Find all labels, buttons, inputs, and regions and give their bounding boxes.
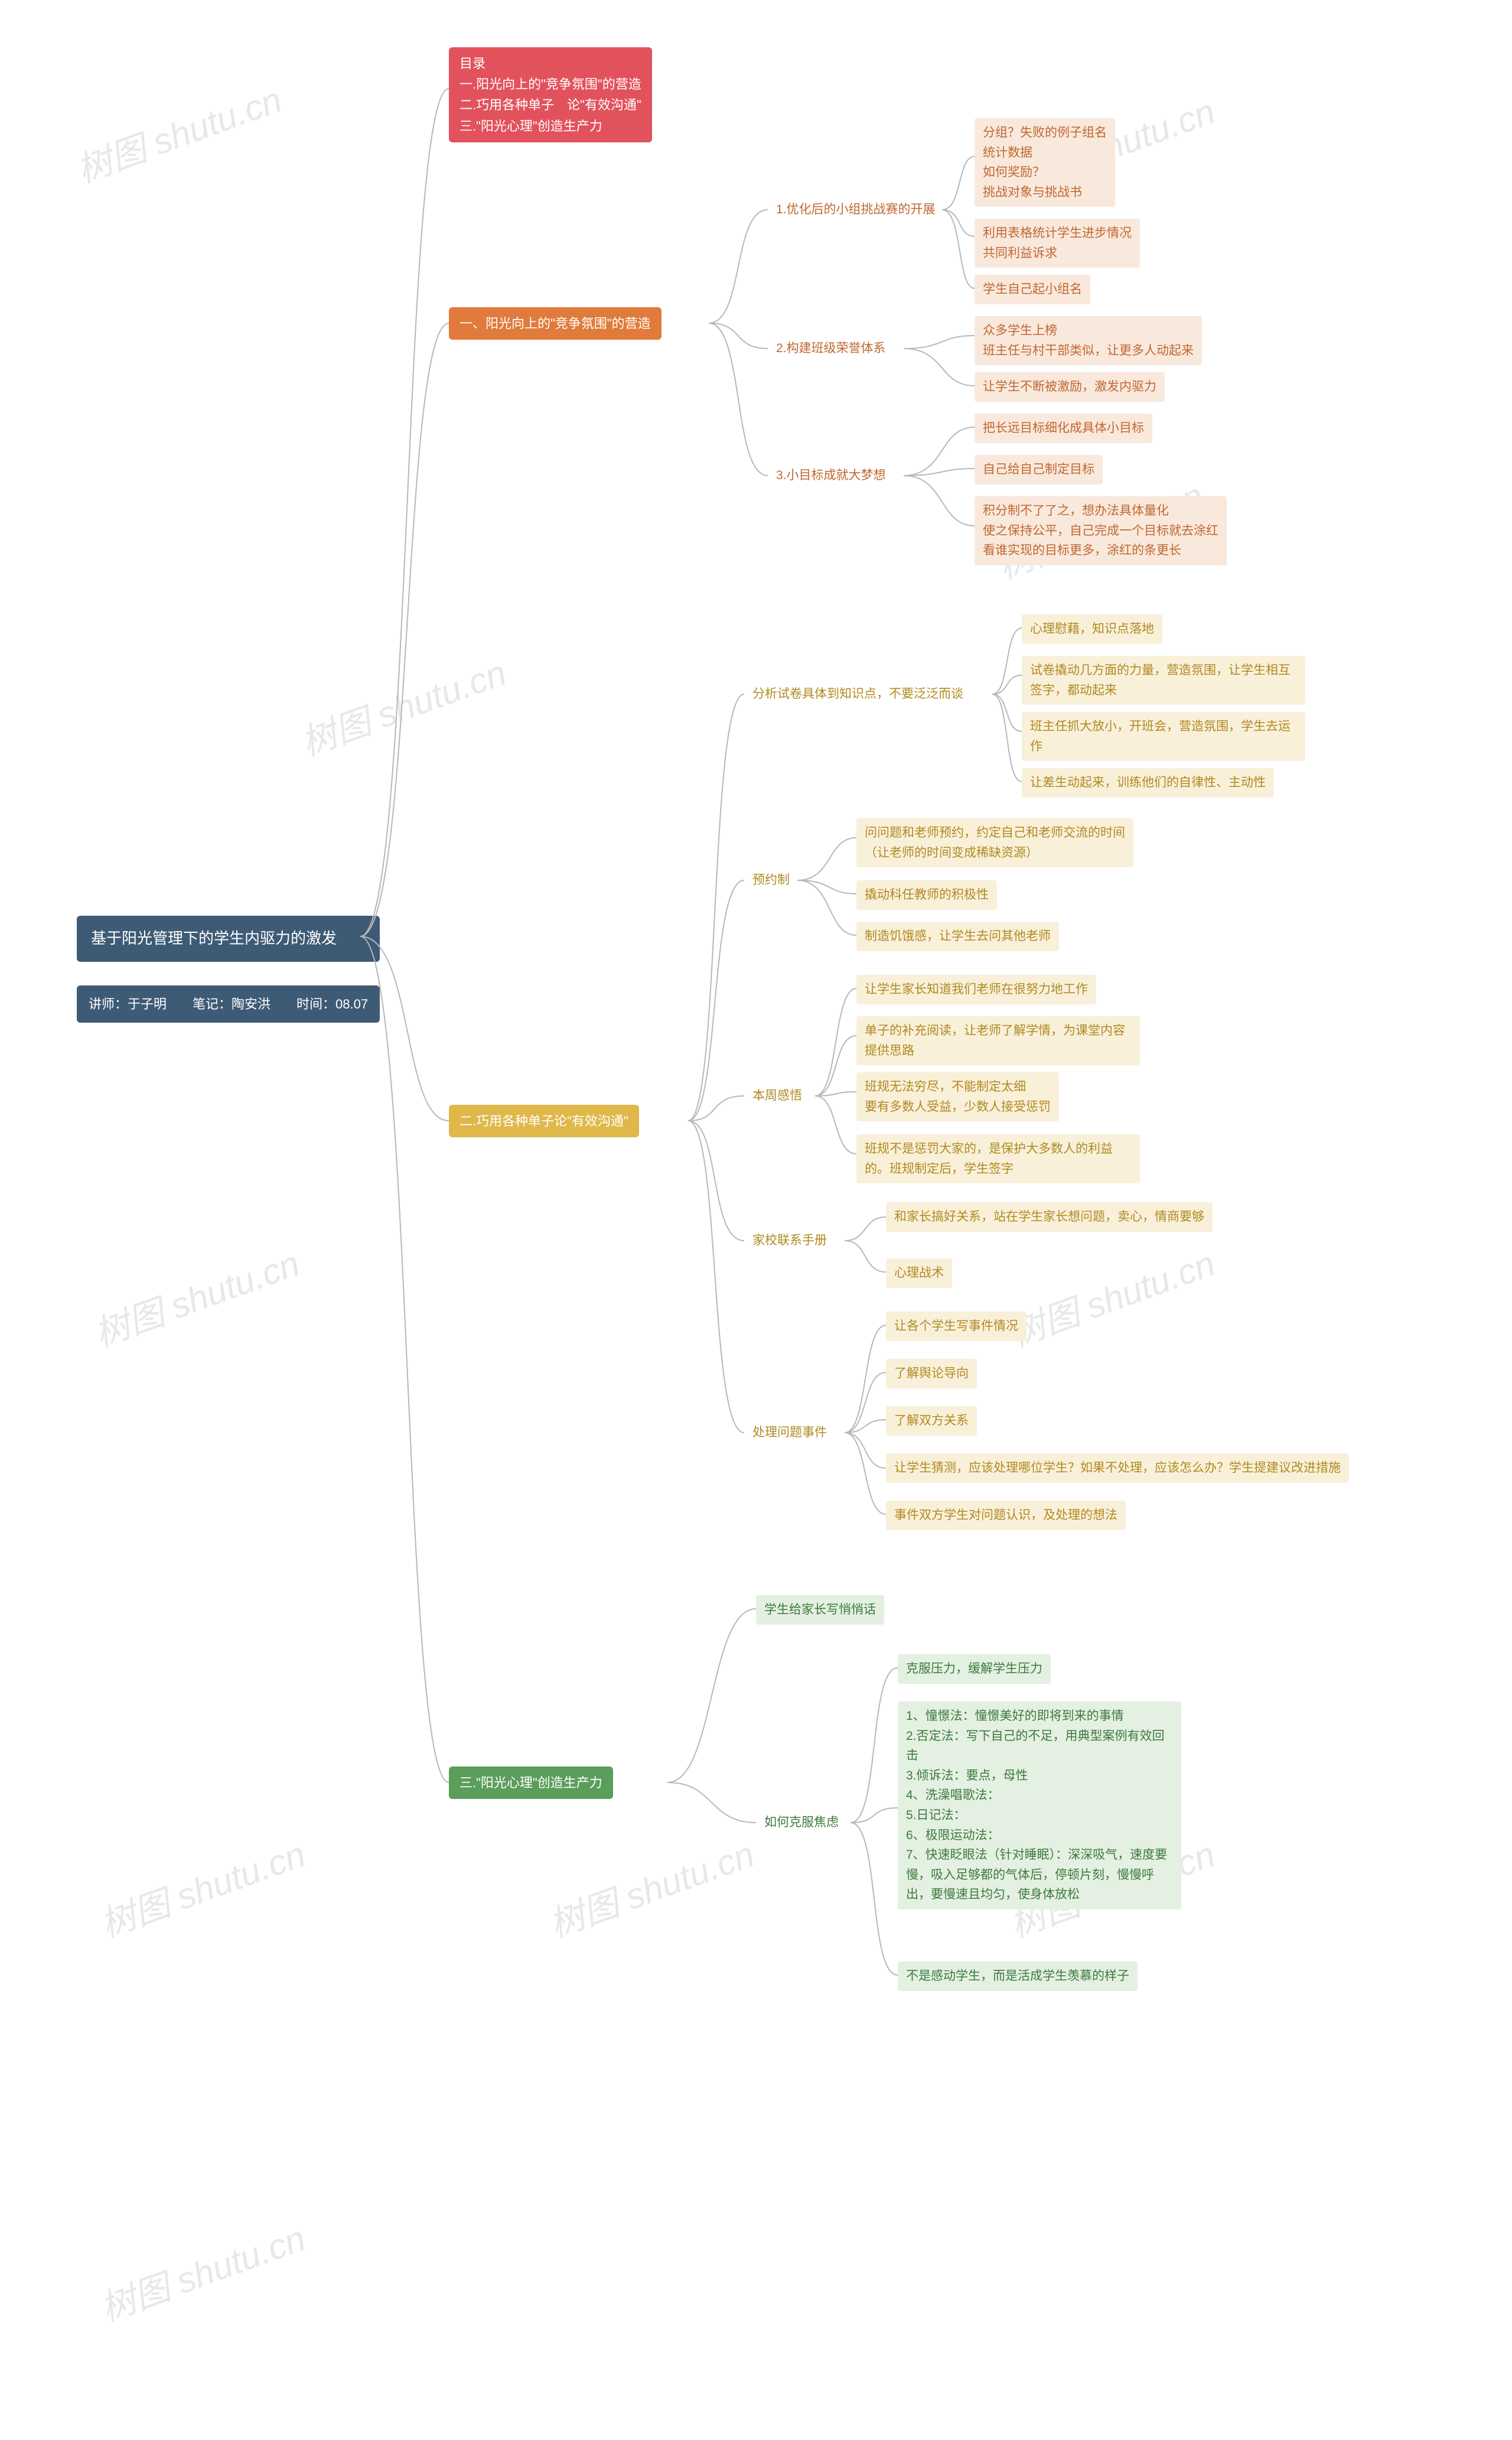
b2-c5-l1: 让各个学生写事件情况 xyxy=(886,1312,1027,1341)
b2-c4: 家校联系手册 xyxy=(744,1226,835,1255)
b1-c2-l2: 让学生不断被激励，激发内驱力 xyxy=(975,372,1165,402)
b3-c1: 学生给家长写悄悄话 xyxy=(756,1595,884,1625)
toc-node: 目录 一.阳光向上的"竞争氛围"的营造 二.巧用各种单子 论"有效沟通" 三."… xyxy=(449,47,652,142)
b2-c3-l1: 让学生家长知道我们老师在很努力地工作 xyxy=(856,975,1096,1004)
b2-c2-l2: 撬动科任教师的积极性 xyxy=(856,880,997,910)
b2-c1-l4: 让差生动起来，训练他们的自律性、主动性 xyxy=(1022,768,1274,798)
watermark: 树图 shutu.cn xyxy=(92,1826,311,1947)
watermark: 树图 shutu.cn xyxy=(293,644,512,766)
branch2-node: 二.巧用各种单子论"有效沟通" xyxy=(449,1105,639,1137)
branch3-node: 三."阳光心理"创造生产力 xyxy=(449,1766,613,1799)
watermark: 树图 shutu.cn xyxy=(1002,1235,1221,1356)
b2-c5-l5: 事件双方学生对问题认识，及处理的想法 xyxy=(886,1501,1126,1530)
watermark: 树图 shutu.cn xyxy=(92,2210,311,2331)
b3-c2: 如何克服焦虑 xyxy=(756,1808,847,1837)
b2-c2-l1: 问问题和老师预约，约定自己和老师交流的时间 （让老师的时间变成稀缺资源） xyxy=(856,818,1133,867)
b1-c3-l2: 自己给自己制定目标 xyxy=(975,455,1103,484)
b2-c1-l2: 试卷撬动几方面的力量，营造氛围，让学生相互签字，都动起来 xyxy=(1022,656,1305,705)
b2-c1: 分析试卷具体到知识点，不要泛泛而谈 xyxy=(744,679,972,709)
b3-c2-l2: 1、憧憬法：憧憬美好的即将到来的事情 2.否定法：写下自己的不足，用典型案例有效… xyxy=(898,1702,1181,1909)
b2-c4-l1: 和家长搞好关系，站在学生家长想问题，卖心，情商要够 xyxy=(886,1202,1213,1232)
b2-c3-l2: 单子的补充阅读，让老师了解学情，为课堂内容提供思路 xyxy=(856,1016,1140,1065)
b2-c5: 处理问题事件 xyxy=(744,1418,835,1447)
b2-c3: 本周感悟 xyxy=(744,1081,810,1111)
watermark: 树图 shutu.cn xyxy=(86,1235,305,1356)
b2-c5-l3: 了解双方关系 xyxy=(886,1406,977,1436)
b3-c2-l3: 不是感动学生，而是活成学生羡慕的样子 xyxy=(898,1961,1138,1991)
b3-c2-l1: 克服压力，缓解学生压力 xyxy=(898,1654,1051,1684)
b1-c1-l3: 学生自己起小组名 xyxy=(975,275,1090,304)
b2-c2: 预约制 xyxy=(744,866,798,895)
b1-c3-l3: 积分制不了了之，想办法具体量化 使之保持公平，自己完成一个目标就去涂红 看谁实现… xyxy=(975,496,1227,565)
b1-c1-l1: 分组？失败的例子组名 统计数据 如何奖励？ 挑战对象与挑战书 xyxy=(975,118,1115,207)
watermark: 树图 shutu.cn xyxy=(541,1826,760,1947)
b2-c3-l4: 班规不是惩罚大家的，是保护大多数人的利益的。班规制定后，学生签字 xyxy=(856,1134,1140,1183)
mindmap-container: 基于阳光管理下的学生内驱力的激发 讲师：于子明 笔记：陶安洪 时间：08.07 … xyxy=(0,0,1512,142)
b2-c5-l4: 让学生猜测，应该处理哪位学生？如果不处理，应该怎么办？学生提建议改进措施 xyxy=(886,1453,1349,1483)
b2-c5-l2: 了解舆论导向 xyxy=(886,1359,977,1388)
branch1-node: 一、阳光向上的"竞争氛围"的营造 xyxy=(449,307,662,340)
lecturer-info: 讲师：于子明 笔记：陶安洪 时间：08.07 xyxy=(77,985,380,1023)
b1-c3-l1: 把长远目标细化成具体小目标 xyxy=(975,414,1152,443)
b1-c2: 2.构建班级荣誉体系 xyxy=(768,334,894,363)
connectors xyxy=(0,0,1512,2440)
b2-c1-l1: 心理慰藉，知识点落地 xyxy=(1022,614,1162,644)
b2-c1-l3: 班主任抓大放小，开班会，营造氛围，学生去运作 xyxy=(1022,712,1305,761)
b1-c1-l2: 利用表格统计学生进步情况 共同利益诉求 xyxy=(975,219,1140,268)
b1-c2-l1: 众多学生上榜 班主任与村干部类似，让更多人动起来 xyxy=(975,316,1202,365)
root-node: 基于阳光管理下的学生内驱力的激发 xyxy=(77,916,380,962)
b2-c2-l3: 制造饥饿感，让学生去问其他老师 xyxy=(856,922,1059,951)
b1-c1: 1.优化后的小组挑战赛的开展 xyxy=(768,195,944,225)
b2-c4-l2: 心理战术 xyxy=(886,1258,952,1288)
b1-c3: 3.小目标成就大梦想 xyxy=(768,461,894,490)
b2-c3-l3: 班规无法穷尽，不能制定太细 要有多数人受益，少数人接受惩罚 xyxy=(856,1072,1059,1121)
